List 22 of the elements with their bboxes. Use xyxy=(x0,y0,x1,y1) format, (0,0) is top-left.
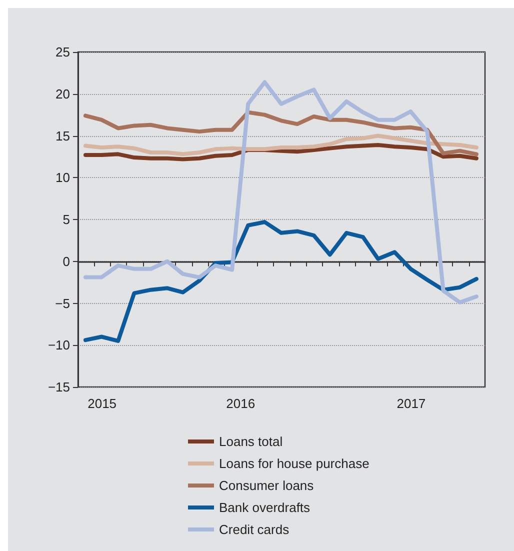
line-series xyxy=(83,142,478,162)
line-series xyxy=(83,134,478,156)
legend-label: Loans total xyxy=(219,434,283,449)
legend-label: Bank overdrafts xyxy=(219,500,311,515)
y-tick-label: 25 xyxy=(56,44,70,60)
x-tick-label: 2017 xyxy=(396,396,426,411)
y-tick-label: 10 xyxy=(56,170,70,186)
x-tick-label: 2015 xyxy=(88,396,117,411)
y-tick-label: −10 xyxy=(48,338,70,353)
legend-label: Consumer loans xyxy=(219,478,314,493)
line-series xyxy=(83,220,478,343)
y-tick-label: −5 xyxy=(55,296,70,311)
legend-label: Loans for house purchase xyxy=(219,456,370,471)
line-series xyxy=(83,110,478,156)
y-tick-label: 15 xyxy=(56,128,70,144)
y-tick-label: 0 xyxy=(62,254,70,269)
y-tick-label: 5 xyxy=(62,212,70,227)
legend-label: Credit cards xyxy=(219,522,290,537)
y-tick-label: 20 xyxy=(56,86,70,102)
y-tick-label: −15 xyxy=(48,380,70,394)
x-tick-label: 2016 xyxy=(226,396,256,411)
line-series xyxy=(83,80,478,304)
